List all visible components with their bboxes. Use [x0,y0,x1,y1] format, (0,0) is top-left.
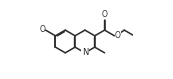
Text: O: O [102,10,108,19]
Text: O: O [39,25,45,34]
Text: O: O [115,31,121,40]
Text: N: N [82,48,88,57]
